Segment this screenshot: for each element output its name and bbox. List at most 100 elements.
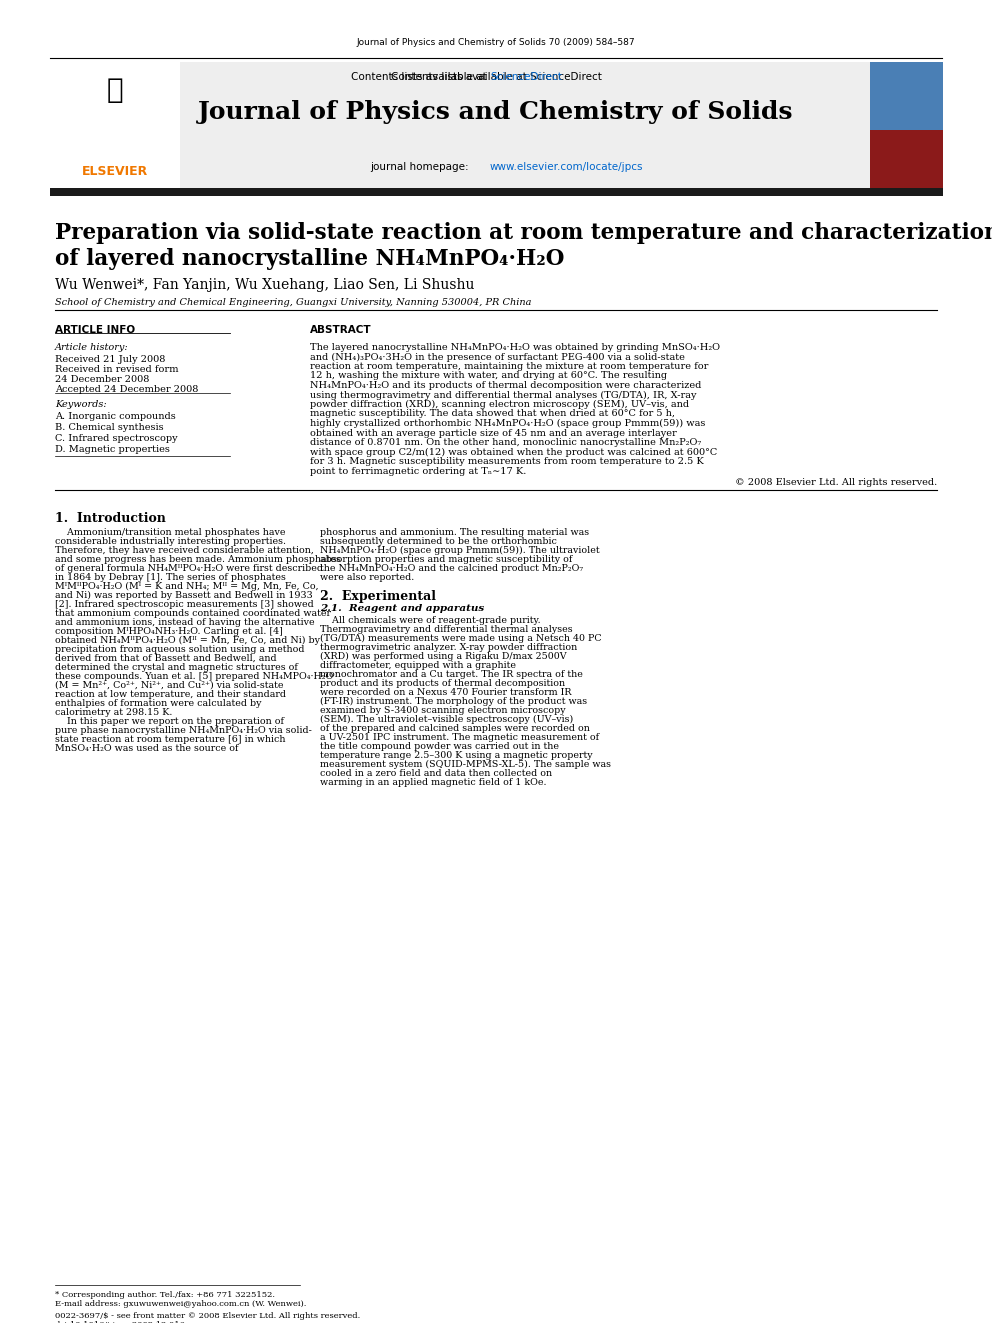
Text: powder diffraction (XRD), scanning electron microscopy (SEM), UV–vis, and: powder diffraction (XRD), scanning elect… [310, 400, 689, 409]
Text: Received 21 July 2008: Received 21 July 2008 [55, 355, 166, 364]
Text: subsequently determined to be the orthorhombic: subsequently determined to be the orthor… [320, 537, 557, 546]
Text: School of Chemistry and Chemical Engineering, Guangxi University, Nanning 530004: School of Chemistry and Chemical Enginee… [55, 298, 532, 307]
Text: of the prepared and calcined samples were recorded on: of the prepared and calcined samples wer… [320, 724, 590, 733]
Text: examined by S-3400 scanning electron microscopy: examined by S-3400 scanning electron mic… [320, 706, 565, 714]
Text: precipitation from aqueous solution using a method: precipitation from aqueous solution usin… [55, 646, 305, 654]
Text: www.elsevier.com/locate/jpcs: www.elsevier.com/locate/jpcs [490, 161, 644, 172]
Text: 24 December 2008: 24 December 2008 [55, 374, 150, 384]
Text: and (NH₄)₃PO₄·3H₂O in the presence of surfactant PEG-400 via a solid-state: and (NH₄)₃PO₄·3H₂O in the presence of su… [310, 352, 684, 361]
Text: were recorded on a Nexus 470 Fourier transform IR: were recorded on a Nexus 470 Fourier tra… [320, 688, 571, 697]
Text: (SEM). The ultraviolet–visible spectroscopy (UV–vis): (SEM). The ultraviolet–visible spectrosc… [320, 714, 573, 724]
Text: reaction at room temperature, maintaining the mixture at room temperature for: reaction at room temperature, maintainin… [310, 363, 708, 370]
Text: Accepted 24 December 2008: Accepted 24 December 2008 [55, 385, 198, 394]
Text: obtained with an average particle size of 45 nm and an average interlayer: obtained with an average particle size o… [310, 429, 677, 438]
Text: B. Chemical synthesis: B. Chemical synthesis [55, 423, 164, 433]
Text: ScienceDirect: ScienceDirect [490, 71, 561, 82]
Text: determined the crystal and magnetic structures of: determined the crystal and magnetic stru… [55, 663, 298, 672]
Text: All chemicals were of reagent-grade purity.: All chemicals were of reagent-grade puri… [320, 617, 541, 624]
Text: product and its products of thermal decomposition: product and its products of thermal deco… [320, 679, 565, 688]
Text: 0022-3697/$ - see front matter © 2008 Elsevier Ltd. All rights reserved.: 0022-3697/$ - see front matter © 2008 El… [55, 1312, 360, 1320]
Text: for 3 h. Magnetic susceptibility measurements from room temperature to 2.5 K: for 3 h. Magnetic susceptibility measure… [310, 456, 703, 466]
FancyBboxPatch shape [870, 130, 943, 191]
Text: Journal of Physics and Chemistry of Solids: Journal of Physics and Chemistry of Soli… [198, 101, 794, 124]
Text: these compounds. Yuan et al. [5] prepared NH₄MPO₄·H₂O: these compounds. Yuan et al. [5] prepare… [55, 672, 333, 681]
Text: Wu Wenwei*, Fan Yanjin, Wu Xuehang, Liao Sen, Li Shushu: Wu Wenwei*, Fan Yanjin, Wu Xuehang, Liao… [55, 278, 474, 292]
Text: the NH₄MnPO₄·H₂O and the calcined product Mn₂P₂O₇: the NH₄MnPO₄·H₂O and the calcined produc… [320, 564, 583, 573]
Text: Therefore, they have received considerable attention,: Therefore, they have received considerab… [55, 546, 313, 556]
Text: the title compound powder was carried out in the: the title compound powder was carried ou… [320, 742, 559, 751]
Text: 🌳: 🌳 [107, 75, 123, 105]
FancyBboxPatch shape [50, 188, 943, 196]
Text: and Ni) was reported by Bassett and Bedwell in 1933: and Ni) was reported by Bassett and Bedw… [55, 591, 312, 601]
Text: thermogravimetric analyzer. X-ray powder diffraction: thermogravimetric analyzer. X-ray powder… [320, 643, 577, 652]
Text: temperature range 2.5–300 K using a magnetic property: temperature range 2.5–300 K using a magn… [320, 751, 592, 759]
Text: 12 h, washing the mixture with water, and drying at 60°C. The resulting: 12 h, washing the mixture with water, an… [310, 372, 668, 381]
Text: calorimetry at 298.15 K.: calorimetry at 298.15 K. [55, 708, 173, 717]
Text: considerable industrially interesting properties.: considerable industrially interesting pr… [55, 537, 286, 546]
Text: C. Infrared spectroscopy: C. Infrared spectroscopy [55, 434, 178, 443]
Text: Keywords:: Keywords: [55, 400, 106, 409]
Text: using thermogravimetry and differential thermal analyses (TG/DTA), IR, X-ray: using thermogravimetry and differential … [310, 390, 696, 400]
Text: with space group C2/m(12) was obtained when the product was calcined at 600°C: with space group C2/m(12) was obtained w… [310, 447, 717, 456]
Text: journal homepage:: journal homepage: [370, 161, 472, 172]
Text: Received in revised form: Received in revised form [55, 365, 179, 374]
Text: Preparation via solid-state reaction at room temperature and characterization: Preparation via solid-state reaction at … [55, 222, 992, 243]
Text: ABSTRACT: ABSTRACT [310, 325, 372, 335]
Text: and ammonium ions, instead of having the alternative: and ammonium ions, instead of having the… [55, 618, 314, 627]
Text: distance of 0.8701 nm. On the other hand, monoclinic nanocrystalline Mn₂P₂O₇: distance of 0.8701 nm. On the other hand… [310, 438, 701, 447]
Text: absorption properties and magnetic susceptibility of: absorption properties and magnetic susce… [320, 556, 572, 564]
Text: highly crystallized orthorhombic NH₄MnPO₄·H₂O (space group Pmmm(59)) was: highly crystallized orthorhombic NH₄MnPO… [310, 419, 705, 429]
Text: (TG/DTA) measurements were made using a Netsch 40 PC: (TG/DTA) measurements were made using a … [320, 634, 601, 643]
Text: The layered nanocrystalline NH₄MnPO₄·H₂O was obtained by grinding MnSO₄·H₂O: The layered nanocrystalline NH₄MnPO₄·H₂O… [310, 343, 720, 352]
Text: enthalpies of formation were calculated by: enthalpies of formation were calculated … [55, 699, 262, 708]
Text: of layered nanocrystalline NH₄MnPO₄·H₂O: of layered nanocrystalline NH₄MnPO₄·H₂O [55, 247, 564, 270]
Text: (M = Mn²⁺, Co²⁺, Ni²⁺, and Cu²⁺) via solid-state: (M = Mn²⁺, Co²⁺, Ni²⁺, and Cu²⁺) via sol… [55, 681, 284, 691]
Text: of general formula NH₄MᴵᴵPO₄·H₂O were first described: of general formula NH₄MᴵᴵPO₄·H₂O were fi… [55, 564, 323, 573]
Text: point to ferrimagnetic ordering at Tₙ∼17 K.: point to ferrimagnetic ordering at Tₙ∼17… [310, 467, 527, 475]
Text: cooled in a zero field and data then collected on: cooled in a zero field and data then col… [320, 769, 553, 778]
Text: NH₄MnPO₄·H₂O and its products of thermal decomposition were characterized: NH₄MnPO₄·H₂O and its products of thermal… [310, 381, 701, 390]
Text: Article history:: Article history: [55, 343, 129, 352]
Text: were also reported.: were also reported. [320, 573, 415, 582]
Text: in 1864 by Debray [1]. The series of phosphates: in 1864 by Debray [1]. The series of pho… [55, 573, 286, 582]
Text: MᴵMᴵᴵPO₄·H₂O (Mᴵ = K and NH₄; Mᴵᴵ = Mg, Mn, Fe, Co,: MᴵMᴵᴵPO₄·H₂O (Mᴵ = K and NH₄; Mᴵᴵ = Mg, … [55, 582, 318, 591]
FancyBboxPatch shape [50, 62, 180, 191]
Text: and some progress has been made. Ammonium phosphates: and some progress has been made. Ammoniu… [55, 556, 341, 564]
Text: phosphorus and ammonium. The resulting material was: phosphorus and ammonium. The resulting m… [320, 528, 589, 537]
Text: ELSEVIER: ELSEVIER [82, 165, 148, 179]
Text: MnSO₄·H₂O was used as the source of: MnSO₄·H₂O was used as the source of [55, 744, 238, 753]
Text: (XRD) was performed using a Rigaku D/max 2500V: (XRD) was performed using a Rigaku D/max… [320, 652, 566, 662]
Text: Journal of Physics and Chemistry of Solids 70 (2009) 584–587: Journal of Physics and Chemistry of Soli… [357, 38, 635, 48]
Text: warming in an applied magnetic field of 1 kOe.: warming in an applied magnetic field of … [320, 778, 547, 787]
Text: A. Inorganic compounds: A. Inorganic compounds [55, 411, 176, 421]
Text: 2.  Experimental: 2. Experimental [320, 590, 436, 603]
FancyBboxPatch shape [870, 62, 943, 130]
FancyBboxPatch shape [50, 62, 943, 191]
Text: E-mail address: gxuwuwenwei@yahoo.com.cn (W. Wenwei).: E-mail address: gxuwuwenwei@yahoo.com.cn… [55, 1301, 307, 1308]
Text: (FT-IR) instrument. The morphology of the product was: (FT-IR) instrument. The morphology of th… [320, 697, 587, 706]
Text: reaction at low temperature, and their standard: reaction at low temperature, and their s… [55, 691, 286, 699]
Text: NH₄MnPO₄·H₂O (space group Pmmm(59)). The ultraviolet: NH₄MnPO₄·H₂O (space group Pmmm(59)). The… [320, 546, 599, 556]
Text: measurement system (SQUID-MPMS-XL-5). The sample was: measurement system (SQUID-MPMS-XL-5). Th… [320, 759, 611, 769]
Text: monochromator and a Cu target. The IR spectra of the: monochromator and a Cu target. The IR sp… [320, 669, 583, 679]
Text: state reaction at room temperature [6] in which: state reaction at room temperature [6] i… [55, 736, 286, 744]
Text: derived from that of Bassett and Bedwell, and: derived from that of Bassett and Bedwell… [55, 654, 277, 663]
Text: doi:10.1016/j.jpcs.2008.12.016: doi:10.1016/j.jpcs.2008.12.016 [55, 1320, 186, 1323]
Text: diffractometer, equipped with a graphite: diffractometer, equipped with a graphite [320, 662, 516, 669]
Text: D. Magnetic properties: D. Magnetic properties [55, 445, 170, 454]
Text: © 2008 Elsevier Ltd. All rights reserved.: © 2008 Elsevier Ltd. All rights reserved… [735, 478, 937, 487]
FancyBboxPatch shape [870, 62, 943, 191]
Text: Contents lists available at: Contents lists available at [351, 71, 490, 82]
Text: 2.1.  Reagent and apparatus: 2.1. Reagent and apparatus [320, 605, 484, 613]
Text: obtained NH₄MᴵᴵPO₄·H₂O (Mᴵᴵ = Mn, Fe, Co, and Ni) by: obtained NH₄MᴵᴵPO₄·H₂O (Mᴵᴵ = Mn, Fe, Co… [55, 636, 320, 646]
Text: magnetic susceptibility. The data showed that when dried at 60°C for 5 h,: magnetic susceptibility. The data showed… [310, 410, 675, 418]
Text: [2]. Infrared spectroscopic measurements [3] showed: [2]. Infrared spectroscopic measurements… [55, 601, 313, 609]
Text: In this paper we report on the preparation of: In this paper we report on the preparati… [55, 717, 284, 726]
Text: Contents lists available at ScienceDirect: Contents lists available at ScienceDirec… [391, 71, 601, 82]
Text: composition MᴵHPO₄NH₃·H₂O. Carling et al. [4]: composition MᴵHPO₄NH₃·H₂O. Carling et al… [55, 627, 283, 636]
Text: a UV-2501 IPC instrument. The magnetic measurement of: a UV-2501 IPC instrument. The magnetic m… [320, 733, 599, 742]
Text: Thermogravimetry and differential thermal analyses: Thermogravimetry and differential therma… [320, 624, 572, 634]
Text: Ammonium/transition metal phosphates have: Ammonium/transition metal phosphates hav… [55, 528, 286, 537]
Text: that ammonium compounds contained coordinated water: that ammonium compounds contained coordi… [55, 609, 331, 618]
Text: pure phase nanocrystalline NH₄MnPO₄·H₂O via solid-: pure phase nanocrystalline NH₄MnPO₄·H₂O … [55, 726, 311, 736]
